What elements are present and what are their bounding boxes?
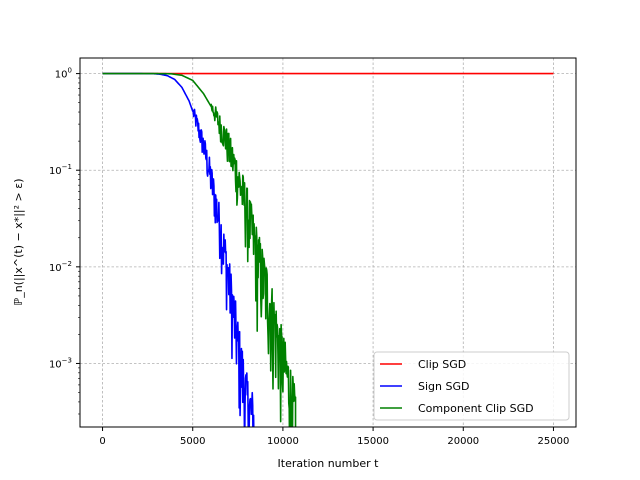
legend-box	[373, 351, 570, 421]
x-tick-label: 0	[99, 436, 105, 447]
series-group	[102, 72, 554, 427]
series-line-component-clip-sgd	[102, 72, 297, 427]
x-tick-label: 5000	[180, 436, 205, 447]
y-tick-label: 100	[55, 67, 72, 81]
y-tick-label: 10−1	[49, 163, 72, 177]
y-tick-label: 10−2	[49, 260, 72, 274]
x-axis-label: Iteration number t	[278, 457, 380, 470]
y-tick-label: 10−3	[49, 356, 72, 370]
x-tick-label: 15000	[357, 436, 389, 447]
legend-label-component-clip-sgd: Component Clip SGD	[418, 402, 534, 415]
legend-label-clip-sgd: Clip SGD	[418, 358, 466, 371]
y-axis: 10−3 10−2 10−1 100	[49, 67, 80, 415]
x-tick-label: 20000	[447, 436, 479, 447]
x-axis: 0 5000 10000 15000 20000 25000	[99, 427, 569, 447]
plot-area-frame	[79, 57, 577, 428]
x-tick-label: 25000	[538, 436, 570, 447]
legend: Clip SGD Sign SGD Component Clip SGD	[373, 351, 570, 421]
y-axis-label: ℙ_n(||x^(t) − x*||² > ε)	[12, 179, 25, 306]
legend-label-sign-sgd: Sign SGD	[418, 380, 469, 393]
x-tick-label: 10000	[267, 436, 299, 447]
